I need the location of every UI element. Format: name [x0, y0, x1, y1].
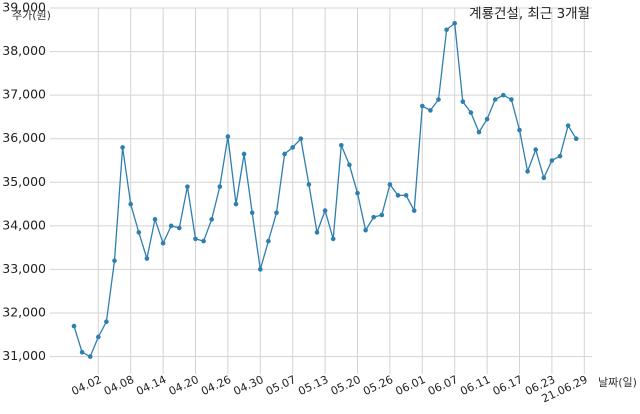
- x-gridlines: [97, 8, 585, 374]
- data-point: [371, 214, 377, 220]
- x-tick-label: 04.08: [102, 373, 136, 398]
- data-point: [460, 99, 466, 104]
- x-tick-label: 06.17: [491, 373, 525, 398]
- data-point: [420, 103, 425, 109]
- x-tick-label: 05.13: [296, 373, 330, 398]
- data-point: [339, 142, 344, 148]
- data-point: [290, 145, 296, 150]
- price-points: [71, 20, 579, 359]
- data-point: [298, 136, 304, 142]
- data-point: [160, 240, 166, 246]
- y-tick-labels: 31,000 32,000 33,000 34,000 35,000 36,000 37,0…: [2, 0, 46, 363]
- x-tick-label: 06.01: [394, 373, 428, 398]
- data-point: [476, 129, 482, 135]
- x-tick-label: 04.02: [70, 373, 104, 398]
- data-point: [217, 184, 223, 189]
- data-point: [112, 258, 117, 264]
- y-gridlines: [50, 7, 592, 358]
- data-point: [225, 134, 231, 139]
- data-point: [525, 169, 530, 174]
- chart-title: 계룡건설, 최근 3개월: [469, 6, 590, 22]
- data-point: [136, 230, 142, 235]
- data-point: [363, 227, 368, 233]
- y-tick-label: 39,000: [2, 0, 46, 15]
- data-point: [71, 323, 77, 329]
- y-tick-label: 32,000: [2, 305, 46, 320]
- x-tick-label: 05.26: [361, 373, 395, 398]
- data-point: [517, 127, 522, 133]
- data-point: [185, 184, 190, 189]
- x-tick-label: 04.26: [199, 373, 233, 398]
- data-point: [168, 223, 174, 229]
- data-point: [282, 151, 287, 157]
- data-point: [452, 20, 458, 26]
- data-point: [347, 162, 352, 168]
- y-tick-label: 31,000: [2, 348, 46, 363]
- data-point: [573, 136, 579, 142]
- y-tick-label: 37,000: [2, 87, 46, 102]
- data-point: [533, 147, 538, 152]
- data-point: [177, 225, 182, 231]
- x-tick-label: 04.14: [134, 373, 168, 398]
- x-tick-labels: 04.0204.0804.1404.2004.2604.3005.0705.13…: [70, 373, 590, 405]
- data-point: [249, 210, 255, 216]
- data-point: [144, 256, 150, 261]
- x-tick-label: 05.07: [264, 373, 298, 398]
- data-point: [468, 110, 474, 115]
- y-tick-label: 36,000: [2, 130, 46, 145]
- data-point: [395, 193, 401, 198]
- data-point: [565, 123, 571, 128]
- data-point: [266, 238, 271, 244]
- data-point: [87, 354, 93, 359]
- data-point: [120, 145, 125, 150]
- data-point: [509, 97, 514, 102]
- x-axis-label: 날짜(일): [598, 375, 637, 389]
- data-point: [428, 108, 433, 113]
- data-point: [403, 193, 409, 198]
- data-point: [436, 97, 441, 102]
- data-point: [209, 217, 214, 222]
- x-tick-label: 05.20: [329, 373, 363, 398]
- x-tick-label: 06.11: [458, 373, 492, 398]
- data-point: [193, 236, 198, 242]
- data-point: [330, 236, 336, 242]
- data-point: [96, 334, 101, 340]
- data-point: [306, 182, 312, 187]
- data-point: [79, 349, 85, 355]
- data-point: [501, 92, 506, 98]
- data-point: [201, 238, 206, 244]
- data-point: [549, 158, 555, 163]
- x-tick-label: 06.07: [426, 373, 460, 398]
- data-point: [411, 208, 417, 213]
- y-axis-label: 주가(원): [12, 9, 51, 22]
- y-tick-label: 38,000: [2, 43, 46, 58]
- x-tick-label: 04.30: [232, 373, 266, 398]
- data-point: [387, 182, 393, 187]
- data-point: [258, 267, 263, 272]
- data-point: [128, 201, 133, 207]
- data-point: [492, 97, 498, 102]
- data-point: [379, 212, 385, 218]
- y-tick-label: 35,000: [2, 174, 46, 189]
- data-point: [274, 210, 279, 216]
- data-point: [152, 217, 158, 222]
- y-tick-label: 33,000: [2, 261, 46, 276]
- data-point: [484, 116, 490, 122]
- data-point: [541, 175, 547, 181]
- data-point: [444, 27, 449, 33]
- data-point: [355, 190, 360, 196]
- data-point: [233, 201, 239, 207]
- data-point: [557, 153, 563, 159]
- data-point: [241, 151, 247, 157]
- data-point: [314, 230, 320, 235]
- x-tick-label: 04.20: [167, 373, 201, 398]
- data-point: [322, 208, 328, 213]
- y-tick-label: 34,000: [2, 217, 46, 232]
- data-point: [104, 319, 109, 325]
